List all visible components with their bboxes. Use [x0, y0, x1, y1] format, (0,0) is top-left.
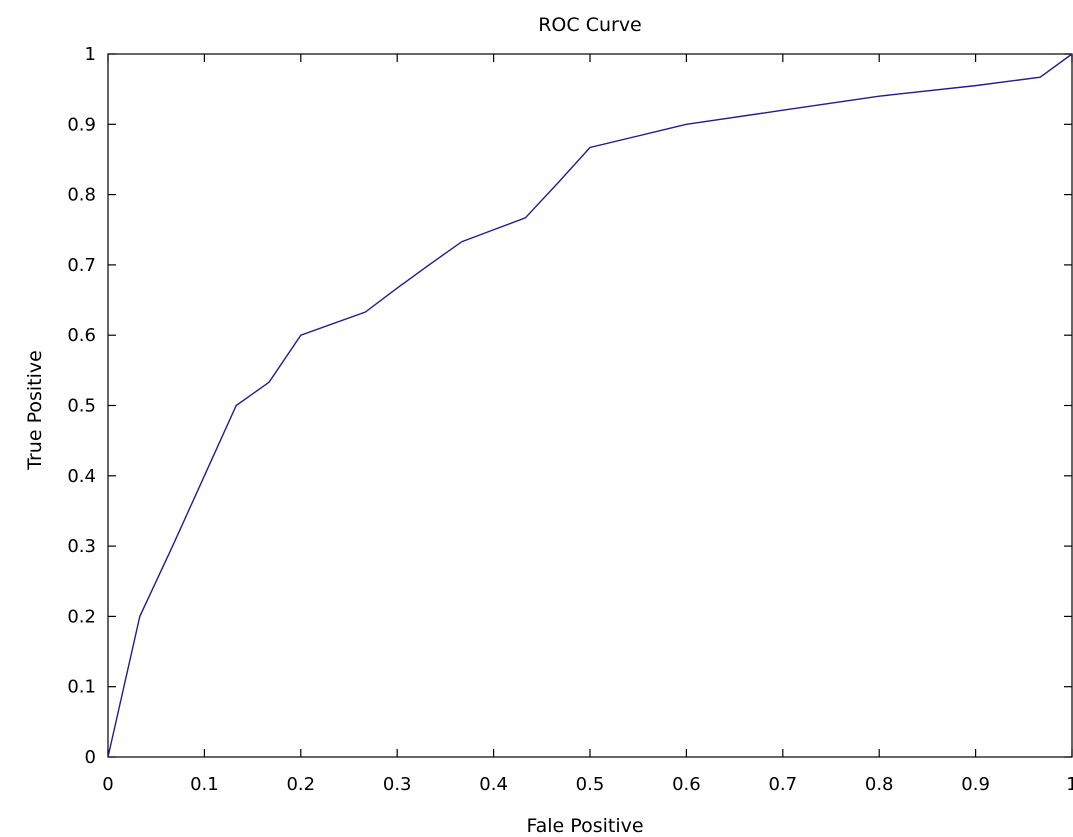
x-tick-label: 1 [1066, 774, 1073, 795]
x-tick-label: 0.9 [961, 774, 990, 795]
y-tick-label: 0 [85, 747, 96, 768]
y-tick-label: 0.5 [67, 396, 96, 417]
x-axis-ticks: 0 0.1 0.2 0.3 0.4 0.5 0.6 0.7 0.8 0.9 1 [102, 54, 1073, 795]
y-tick-label: 0.7 [67, 255, 96, 276]
y-axis-title: True Positive [24, 350, 46, 471]
x-tick-label: 0.7 [768, 774, 797, 795]
x-axis-title: Fale Positive [526, 815, 643, 837]
x-tick-label: 0.2 [286, 774, 315, 795]
x-tick-label: 0.5 [576, 774, 605, 795]
y-tick-label: 0.9 [67, 114, 96, 135]
x-tick-label: 0.8 [865, 774, 894, 795]
y-tick-label: 0.3 [67, 536, 96, 557]
x-tick-label: 0.6 [672, 774, 701, 795]
x-tick-label: 0.3 [383, 774, 412, 795]
y-tick-label: 0.1 [67, 677, 96, 698]
chart-title: ROC Curve [538, 14, 642, 36]
y-tick-label: 0.6 [67, 325, 96, 346]
x-tick-label: 0.4 [479, 774, 508, 795]
x-tick-label: 0.1 [190, 774, 219, 795]
plot-area [107, 53, 1073, 758]
y-tick-label: 1 [85, 44, 96, 65]
series-layer [107, 53, 1073, 758]
y-tick-label: 0.4 [67, 466, 96, 487]
roc-series-line [107, 53, 1073, 758]
y-tick-label: 0.8 [67, 185, 96, 206]
y-tick-label: 0.2 [67, 606, 96, 627]
y-axis-ticks: 0 0.1 0.2 0.3 0.4 0.5 0.6 0.7 0.8 0.9 1 [67, 44, 1072, 768]
x-tick-label: 0 [102, 774, 113, 795]
